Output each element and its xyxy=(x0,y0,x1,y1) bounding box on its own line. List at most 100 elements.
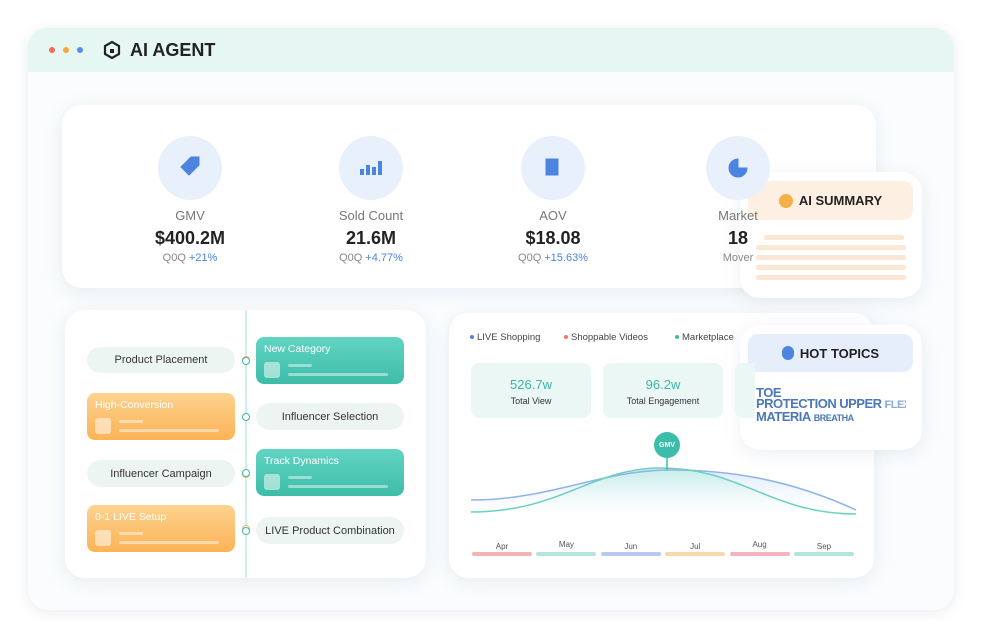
month-bar xyxy=(665,552,726,556)
metric-icon xyxy=(706,136,770,200)
text-line xyxy=(756,265,906,270)
dot xyxy=(63,47,69,53)
summary-header: AI SUMMARY xyxy=(748,181,913,220)
month-label: Jul xyxy=(690,542,701,551)
legend-dot xyxy=(675,335,679,340)
flow-pill: LIVE Product Combination xyxy=(256,517,404,544)
month-bar xyxy=(536,552,597,556)
metric-icon xyxy=(521,136,585,200)
legend-item: Shoppable Videos xyxy=(564,332,648,343)
topics-icon xyxy=(781,346,794,360)
stat-label: Total Engagement xyxy=(626,396,700,406)
month-label: Aug xyxy=(752,540,767,549)
stat-label: Total View xyxy=(510,396,552,406)
topic-word: BREATHA xyxy=(813,413,854,423)
flow-label: New Category xyxy=(264,343,331,355)
summary-icon xyxy=(778,193,793,208)
change: +21% xyxy=(188,252,218,264)
stat-box xyxy=(603,363,723,418)
curve xyxy=(471,469,857,511)
period: Mover xyxy=(722,252,754,264)
period: Q0Q xyxy=(162,252,186,264)
topic-word: MIDSOLE MATERIA xyxy=(756,409,811,424)
text-line xyxy=(764,235,904,240)
month-bar xyxy=(729,552,790,556)
month-label: Sep xyxy=(816,542,832,551)
flow-box: High-Conversion xyxy=(87,393,235,440)
month-label: Jun xyxy=(624,542,638,551)
metric-label: GMV xyxy=(175,208,205,223)
gmv-marker: GMV xyxy=(654,432,680,458)
metric-value: $400.2M xyxy=(154,228,226,248)
stat-value: 526.7w xyxy=(510,377,552,392)
topic-word: TOE PROTECTION xyxy=(756,387,837,411)
thumb xyxy=(264,362,280,378)
metric-icon xyxy=(339,136,403,200)
line xyxy=(119,429,219,432)
topics-title: HOT TOPICS xyxy=(799,345,880,361)
month-label: May xyxy=(558,540,574,549)
line xyxy=(119,541,219,544)
topics-header: HOT TOPICS xyxy=(748,334,913,372)
flow-label: 0-1 LIVE Setup xyxy=(95,511,167,523)
icon xyxy=(545,158,559,176)
dot xyxy=(77,47,83,53)
metric-value: 18 xyxy=(727,228,749,248)
connector xyxy=(242,412,250,421)
stat-box xyxy=(735,363,755,418)
summary-card: AI SUMMARY xyxy=(740,172,922,298)
flow-box: Track Dynamics xyxy=(256,449,404,496)
legend-item: Marketplace xyxy=(675,332,734,343)
line xyxy=(119,532,143,535)
topic-word: UPPER xyxy=(839,396,882,411)
topic-word: FLEXIB xyxy=(884,399,906,411)
connector xyxy=(242,468,250,477)
thumb xyxy=(264,474,280,490)
metric-change: Q0Q +15.63% xyxy=(483,252,623,264)
metric-label: Sold Count xyxy=(338,208,404,223)
line xyxy=(288,373,388,376)
flow-pill: Influencer Campaign xyxy=(87,460,235,487)
connector xyxy=(242,526,250,535)
flow-axis xyxy=(245,310,247,578)
dot xyxy=(49,47,55,53)
stat-box xyxy=(471,363,591,418)
topics-card: HOT TOPICS TOE PROTECTIONUPPERFLEXIBUPPO… xyxy=(740,325,922,450)
month-bar xyxy=(600,552,661,556)
change: +15.63% xyxy=(544,252,588,264)
icon xyxy=(180,156,200,176)
stat-value: 96.2w xyxy=(645,377,681,392)
legend-dot xyxy=(564,335,568,340)
text-line xyxy=(756,245,906,250)
text-line xyxy=(756,275,906,280)
metric-change: Q0Q +4.77% xyxy=(301,252,441,264)
thumb xyxy=(95,418,111,434)
channel-curves xyxy=(471,456,857,520)
month-bar xyxy=(472,552,532,556)
line xyxy=(288,476,312,479)
icon xyxy=(728,158,748,178)
metric-change: Mover xyxy=(668,252,808,264)
word-cloud: TOE PROTECTIONUPPERFLEXIBUPPORTRESPONSIV… xyxy=(756,387,906,437)
window-title: AI AGENT xyxy=(130,40,216,60)
metric-label: Market xyxy=(718,208,758,223)
line xyxy=(119,420,143,423)
text-line xyxy=(756,255,906,260)
metric-value: $18.08 xyxy=(525,228,581,248)
thumb xyxy=(95,530,111,546)
icon xyxy=(360,161,382,175)
legend-dot xyxy=(470,335,474,340)
metric-value: 21.6M xyxy=(345,228,397,248)
flow-pill: Influencer Selection xyxy=(256,403,404,430)
flow-label: Track Dynamics xyxy=(264,455,339,467)
logo xyxy=(103,40,121,60)
flow-box: New Category xyxy=(256,337,404,384)
legend-item: LIVE Shopping xyxy=(470,332,540,343)
period: Q0Q xyxy=(518,252,542,264)
metric-label: AOV xyxy=(539,208,567,223)
summary-title: AI SUMMARY xyxy=(798,193,883,208)
connector xyxy=(242,356,250,365)
flow-label: High-Conversion xyxy=(95,399,174,411)
title-bar: AI AGENT xyxy=(28,28,954,72)
